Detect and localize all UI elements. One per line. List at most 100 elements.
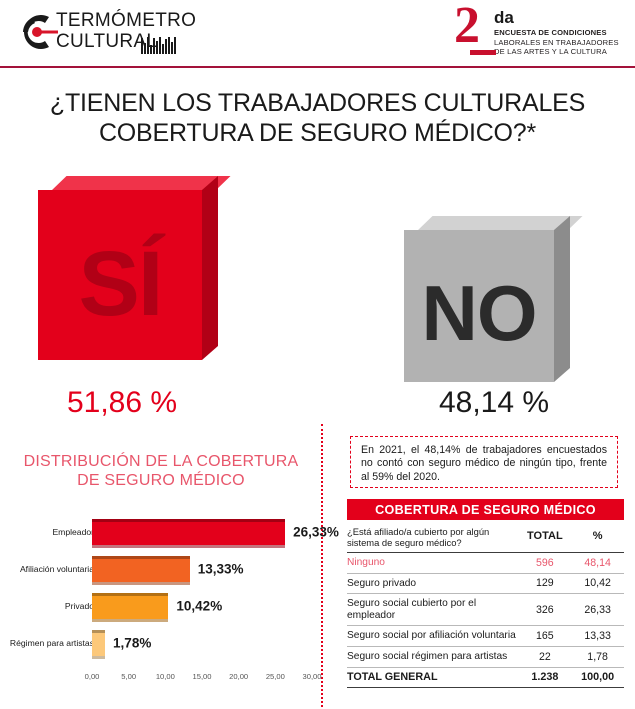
page-title-line-2: COBERTURA DE SEGURO MÉDICO?* [98, 119, 537, 147]
answer-percent-no: 48,14 % [438, 386, 550, 419]
table-col-pct-header: % [571, 522, 624, 553]
bar-row: Privado 10,42% [0, 589, 318, 623]
coverage-bar-chart: Empleador 26,33% Afiliación voluntaria 13,3… [0, 515, 339, 700]
table-row: Seguro social régimen para artistas 22 1,7… [347, 646, 624, 668]
chart-x-axis: 0,00 5,00 10,00 15,00 20,00 25,00 30,00 [85, 672, 322, 686]
bar-row: Empleador 26,33% [0, 515, 339, 549]
axis-tick-label: 0,00 [84, 672, 100, 681]
answer-cube-si: SÍ [38, 176, 238, 373]
table-col-total-header: TOTAL [518, 522, 572, 553]
table-cell-label: Seguro social por afiliación voluntaria [347, 625, 519, 647]
table-total-pct: 100,00 [571, 666, 624, 689]
table-cell-label: Seguro privado [347, 573, 519, 595]
brand-line-1: TERMÓMETRO [56, 10, 197, 31]
table-row: Ninguno 596 48,14 [347, 552, 624, 574]
table-total-count: 1.238 [518, 666, 572, 689]
bar-category-label: Régimen para artistas [9, 638, 94, 648]
bar-shadow [92, 545, 286, 548]
page-title: ¿TIENEN LOS TRABAJADORES CULTURALES COBE… [0, 88, 635, 148]
table-cell-pct: 13,33 [571, 625, 624, 647]
answer-label-no: NO [421, 268, 538, 357]
table-cell-total: 22 [518, 646, 572, 668]
survey-subtitle-line-1: ENCUESTA DE CONDICIONES [494, 28, 607, 37]
table-cell-pct: 1,78 [571, 646, 624, 668]
table-cell-pct: 48,14 [571, 552, 624, 574]
edition-ordinal: da [494, 8, 514, 27]
bar-category-label: Afiliación voluntaria [19, 564, 94, 574]
bar-shadow [92, 582, 190, 585]
page-title-line-1: ¿TIENEN LOS TRABAJADORES CULTURALES [49, 89, 586, 117]
bar-top-highlight [92, 593, 169, 596]
callout-text: En 2021, el 48,14% de trabajadores encue… [361, 444, 607, 483]
edition-accent-bar [470, 50, 496, 55]
header-divider [0, 66, 635, 68]
brand-line-2: CULTURAL [56, 31, 158, 52]
table-header-row: ¿Está afiliado/a cubierto por algún sist… [347, 522, 624, 553]
chart-title-line-2: DE SEGURO MÉDICO [77, 472, 245, 489]
answer-cube-no: NO [404, 216, 594, 396]
table-cell-total: 165 [518, 625, 572, 647]
axis-tick-label: 30,00 [302, 672, 322, 681]
cube-no-front-face [404, 230, 554, 382]
table-cell-label: Seguro social régimen para artistas [347, 646, 519, 668]
axis-tick-label: 5,00 [121, 672, 137, 681]
bar-shape [92, 630, 106, 659]
axis-tick-label: 15,00 [192, 672, 212, 681]
bar-top-highlight [92, 519, 286, 522]
survey-edition-badge: 2 da ENCUESTA DE CONDICIONES LABORALES E… [452, 0, 627, 60]
chart-title-line-1: DISTRIBUCIÓN DE LA COBERTURA [23, 453, 299, 470]
table-row: Seguro social por afiliación voluntaria 1… [347, 625, 624, 647]
bar-top-highlight [92, 630, 106, 633]
bar-value-label: 10,42% [176, 598, 223, 614]
bar-value-label: 26,33% [293, 524, 339, 540]
bar-body [92, 522, 286, 545]
bar-shadow [92, 619, 169, 622]
bar-shape [92, 593, 169, 622]
table-total-label: TOTAL GENERAL [347, 666, 519, 689]
bar-row: Afiliación voluntaria 13,33% [0, 552, 318, 586]
bar-shadow [92, 656, 106, 659]
table-cell-total: 326 [518, 593, 572, 627]
bar-value-label: 13,33% [197, 561, 244, 577]
answer-percent-si: 51,86 % [66, 386, 178, 419]
table-cell-pct: 26,33 [571, 593, 624, 627]
bar-category-label: Empleador [52, 527, 94, 537]
bar-body [92, 596, 169, 619]
answer-label-si: SÍ [78, 232, 164, 335]
bar-shape [92, 519, 286, 548]
table-cell-label: Seguro social cubierto por el empleador [347, 593, 519, 627]
cube-si-side-face [202, 176, 218, 360]
bar-row: Régimen para artistas 1,78% [0, 626, 318, 660]
cube-si-front-face [38, 190, 202, 360]
table-row: Seguro social cubierto por el empleador 3… [347, 593, 624, 627]
axis-tick-label: 10,00 [155, 672, 175, 681]
bar-category-label: Privado [64, 601, 94, 611]
chart-title: DISTRIBUCIÓN DE LA COBERTURA DE SEGURO M… [8, 452, 314, 490]
page-header: TERMÓMETRO CULTURAL 2 da ENCUESTA DE CON… [0, 0, 635, 68]
survey-subtitle-line-2: LABORALES EN TRABAJADORES [494, 37, 619, 47]
callout-box: En 2021, el 48,14% de trabajadores encue… [350, 436, 618, 488]
bar-value-label: 1,78% [113, 635, 152, 651]
table-question-header: ¿Está afiliado/a cubierto por algún sist… [347, 522, 519, 553]
axis-tick-label: 20,00 [229, 672, 249, 681]
cube-no-side-face [554, 216, 570, 382]
table-total-row: TOTAL GENERAL 1.238 100,00 [347, 666, 624, 689]
axis-tick-label: 25,00 [265, 672, 285, 681]
table-cell-label: Ninguno [347, 552, 519, 574]
table-cell-total: 596 [518, 552, 572, 574]
bar-shape [92, 556, 190, 585]
edition-number: 2 [454, 0, 480, 54]
brand-logo: TERMÓMETRO CULTURAL [16, 8, 196, 56]
bar-top-highlight [92, 556, 190, 559]
bar-body [92, 559, 190, 582]
table-header-banner: COBERTURA DE SEGURO MÉDICO [347, 499, 624, 520]
barcode-icon [141, 34, 187, 54]
survey-subtitle: ENCUESTA DE CONDICIONES LABORALES EN TRA… [494, 28, 626, 57]
thermometer-c-icon [16, 10, 62, 54]
bar-body [92, 633, 106, 656]
brand-wordmark: TERMÓMETRO CULTURAL [56, 10, 201, 54]
table-row: Seguro privado 129 10,42 [347, 573, 624, 595]
survey-subtitle-line-3: DE LAS ARTES Y LA CULTURA [494, 47, 607, 57]
coverage-table: ¿Está afiliado/a cubierto por algún sist… [347, 522, 624, 689]
